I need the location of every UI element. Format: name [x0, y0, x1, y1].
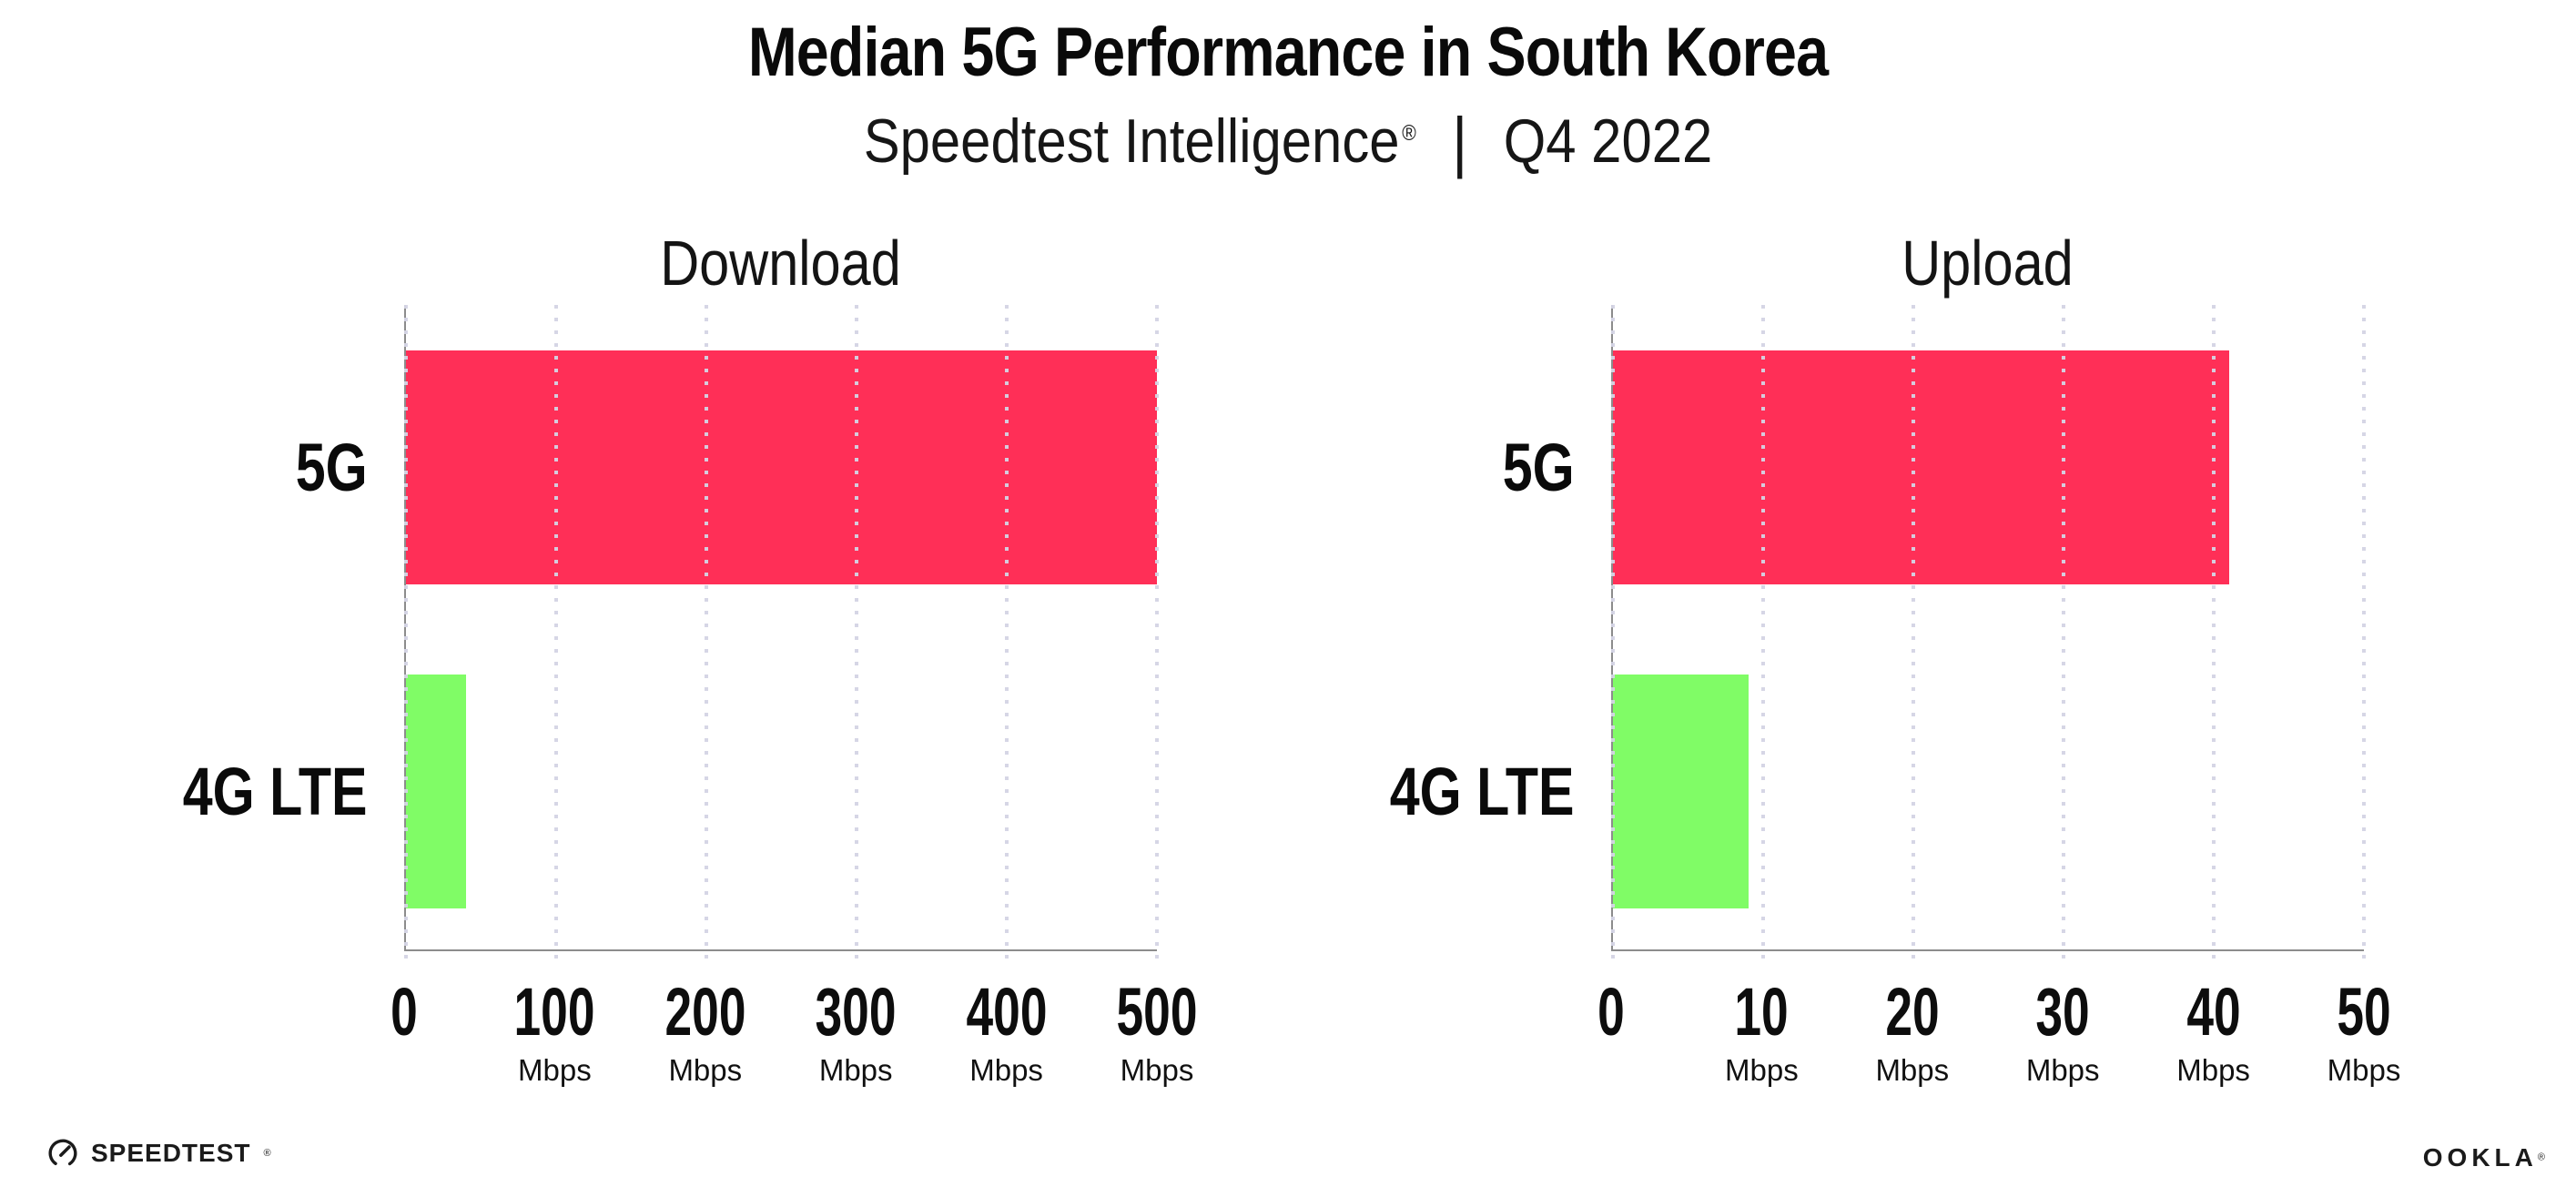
- upload-chart: Upload 5G 4G LTE 0 10: [1374, 228, 2400, 1106]
- gridline: [1155, 305, 1159, 960]
- y-label-5g: 5G: [1503, 430, 1575, 505]
- upload-chart-title: Upload: [1902, 228, 2074, 299]
- registered-trademark-icon: ®: [2537, 1151, 2545, 1163]
- bar-4g-lte-upload: [1613, 675, 1749, 908]
- upload-plot-area: [1611, 305, 2366, 960]
- gridline: [705, 305, 708, 960]
- download-chart: Download 5G 4G LTE 0 10: [167, 228, 1197, 1106]
- y-label-4g-lte: 4G LTE: [1390, 754, 1575, 829]
- gridline: [2062, 305, 2065, 960]
- x-tick: 100 Mbps: [513, 974, 595, 1088]
- speedtest-logo: SPEEDTEST ®: [47, 1138, 271, 1169]
- gridline: [554, 305, 558, 960]
- x-tick: 200 Mbps: [664, 974, 746, 1088]
- ookla-wordmark: OOKLA: [2422, 1143, 2538, 1172]
- x-tick: 500 Mbps: [1116, 974, 1198, 1088]
- gridline: [1005, 305, 1009, 960]
- gridline: [1611, 305, 1615, 960]
- bar-5g-upload: [1613, 350, 2229, 584]
- bar-4g-lte-download: [406, 675, 466, 908]
- ookla-logo: OOKLA®: [2423, 1143, 2545, 1172]
- speedtest-gauge-icon: [48, 1139, 77, 1168]
- bar-5g-download: [406, 350, 1157, 584]
- x-tick: 30 Mbps: [2025, 974, 2100, 1088]
- y-label-5g: 5G: [296, 430, 368, 505]
- x-tick: 400 Mbps: [966, 974, 1048, 1088]
- gridline: [1912, 305, 1915, 960]
- download-y-axis-labels: 5G 4G LTE: [167, 305, 404, 951]
- gridline: [855, 305, 858, 960]
- y-label-4g-lte: 4G LTE: [183, 754, 368, 829]
- gridline: [2362, 305, 2366, 960]
- gridline: [1761, 305, 1765, 960]
- download-chart-title: Download: [660, 228, 901, 299]
- upload-x-axis: 0 10 Mbps 20 Mbps 30 Mbps 40 Mbps 50 Mbp…: [1597, 951, 2400, 1106]
- upload-plot-row: 5G 4G LTE: [1374, 305, 2366, 960]
- x-tick: 0: [1597, 974, 1625, 1050]
- x-tick: 0: [390, 974, 418, 1050]
- subtitle-separator: |: [1452, 104, 1468, 179]
- x-tick: 50 Mbps: [2327, 974, 2401, 1088]
- x-tick: 40 Mbps: [2176, 974, 2250, 1088]
- page-subtitle: Speedtest Intelligence ® | Q4 2022: [155, 100, 2421, 179]
- x-tick: 300 Mbps: [815, 974, 897, 1088]
- x-tick: 20 Mbps: [1875, 974, 1950, 1088]
- subtitle-period: Q4 2022: [1503, 107, 1713, 176]
- gridline: [404, 305, 408, 960]
- registered-trademark-icon: ®: [1402, 121, 1416, 147]
- download-plot-row: 5G 4G LTE: [167, 305, 1159, 960]
- registered-trademark-icon: ®: [263, 1148, 271, 1159]
- download-plot-area: [404, 305, 1159, 960]
- download-x-axis: 0 100 Mbps 200 Mbps 300 Mbps 400 Mbps 50…: [390, 951, 1197, 1106]
- speedtest-wordmark: SPEEDTEST: [91, 1139, 251, 1167]
- upload-y-axis-labels: 5G 4G LTE: [1374, 305, 1611, 951]
- subtitle-brand: Speedtest Intelligence: [863, 107, 1400, 176]
- gridline: [2212, 305, 2216, 960]
- x-tick: 10 Mbps: [1725, 974, 1799, 1088]
- page-title: Median 5G Performance in South Korea: [747, 14, 1829, 91]
